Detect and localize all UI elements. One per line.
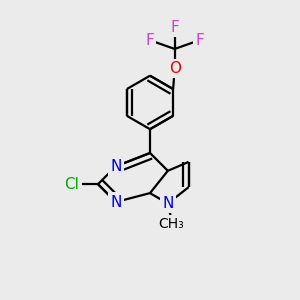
Text: Cl: Cl xyxy=(64,177,79,192)
Text: F: F xyxy=(145,32,154,47)
Text: O: O xyxy=(169,61,181,76)
Text: F: F xyxy=(196,32,204,47)
Text: N: N xyxy=(110,159,122,174)
Text: CH₃: CH₃ xyxy=(158,217,184,231)
Text: N: N xyxy=(110,194,122,209)
Text: N: N xyxy=(162,196,173,211)
Text: F: F xyxy=(170,20,179,35)
